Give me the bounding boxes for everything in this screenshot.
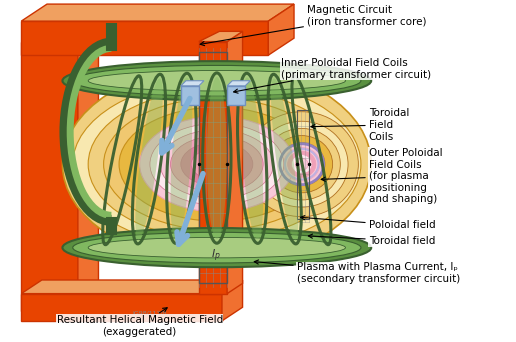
Ellipse shape — [295, 158, 308, 170]
Ellipse shape — [181, 142, 253, 186]
Polygon shape — [222, 280, 243, 321]
Ellipse shape — [73, 80, 361, 248]
Ellipse shape — [62, 65, 371, 263]
Ellipse shape — [135, 78, 163, 240]
Text: $I_p$: $I_p$ — [211, 247, 220, 264]
Polygon shape — [21, 28, 99, 42]
Ellipse shape — [241, 78, 263, 239]
Ellipse shape — [170, 78, 192, 239]
Text: Magnetic Circuit
(iron transformer core): Magnetic Circuit (iron transformer core) — [200, 5, 426, 45]
Polygon shape — [199, 31, 243, 42]
Ellipse shape — [88, 237, 346, 258]
Ellipse shape — [104, 98, 330, 230]
Ellipse shape — [263, 129, 341, 200]
Text: Inner Poloidal Field Coils
(primary transformer circuit): Inner Poloidal Field Coils (primary tran… — [234, 58, 431, 93]
Text: JG98/113/8: JG98/113/8 — [132, 311, 167, 316]
Ellipse shape — [292, 155, 312, 174]
Text: Toroidal field: Toroidal field — [309, 234, 435, 246]
Ellipse shape — [292, 155, 312, 174]
Ellipse shape — [284, 147, 320, 181]
Ellipse shape — [191, 148, 243, 180]
Polygon shape — [78, 28, 99, 311]
Polygon shape — [21, 280, 243, 294]
Text: Poloidal field: Poloidal field — [301, 215, 436, 231]
Text: Outer Poloidal
Field Coils
(for plasma
positioning
and shaping): Outer Poloidal Field Coils (for plasma p… — [321, 148, 442, 204]
Ellipse shape — [88, 89, 346, 239]
Ellipse shape — [279, 143, 325, 186]
Ellipse shape — [207, 77, 227, 239]
Polygon shape — [21, 294, 222, 321]
Ellipse shape — [140, 117, 294, 212]
Ellipse shape — [287, 151, 316, 177]
Ellipse shape — [271, 135, 333, 193]
Ellipse shape — [170, 136, 263, 193]
Polygon shape — [227, 31, 243, 294]
Polygon shape — [227, 81, 250, 86]
Ellipse shape — [201, 155, 232, 174]
Ellipse shape — [245, 112, 358, 216]
Polygon shape — [21, 42, 78, 311]
Ellipse shape — [160, 130, 273, 199]
Polygon shape — [21, 21, 268, 55]
Ellipse shape — [73, 65, 361, 96]
Polygon shape — [21, 4, 294, 21]
Polygon shape — [181, 81, 204, 86]
Text: Toroidal
Field
Coils: Toroidal Field Coils — [311, 108, 409, 142]
FancyBboxPatch shape — [227, 86, 245, 105]
Ellipse shape — [88, 70, 346, 91]
Ellipse shape — [255, 121, 348, 207]
FancyBboxPatch shape — [181, 86, 199, 105]
Ellipse shape — [119, 107, 315, 221]
Polygon shape — [268, 4, 294, 55]
Ellipse shape — [62, 228, 371, 267]
Ellipse shape — [62, 61, 371, 100]
Ellipse shape — [286, 150, 317, 179]
Polygon shape — [199, 42, 227, 294]
Text: Plasma with Plasma Current, Iₚ
(secondary transformer circuit): Plasma with Plasma Current, Iₚ (secondar… — [254, 260, 460, 284]
Ellipse shape — [150, 123, 284, 205]
Text: Resultant Helical Magnetic Field
(exaggerated): Resultant Helical Magnetic Field (exagge… — [57, 308, 223, 337]
Ellipse shape — [271, 78, 298, 240]
Ellipse shape — [73, 232, 361, 263]
